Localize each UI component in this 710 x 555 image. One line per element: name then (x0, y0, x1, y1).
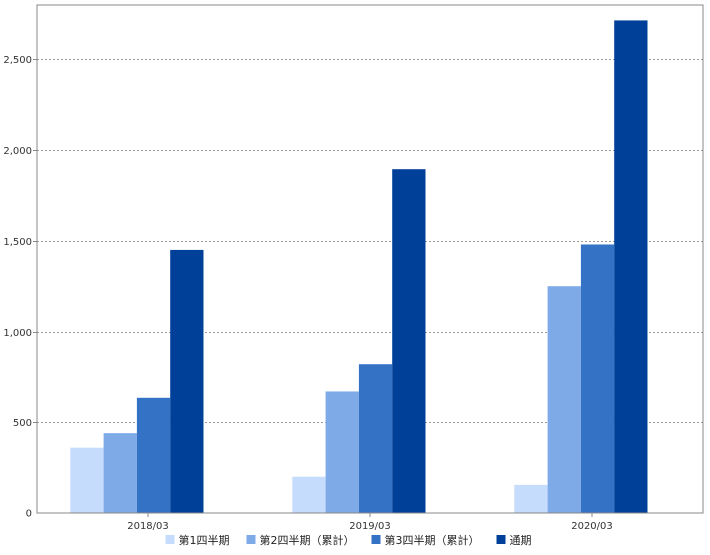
legend-label: 第1四半期 (179, 533, 230, 547)
bars (70, 20, 648, 514)
bar[interactable] (136, 397, 171, 513)
legend-item[interactable]: 第1四半期 (165, 533, 230, 547)
legend-item[interactable]: 第3四半期（累計） (371, 533, 480, 547)
x-tick-label: 2018/03 (127, 521, 169, 532)
legend-label: 通期 (510, 534, 532, 547)
x-tick-label: 2020/03 (571, 521, 613, 532)
bar[interactable] (292, 476, 326, 513)
axes: 500 1,000 1,500 2,000 2,500 0 2018/03 2019/03 20… (3, 4, 704, 532)
legend-label: 第3四半期（累計） (385, 533, 480, 547)
y-tick-label: 1,000 (3, 328, 32, 339)
bar[interactable] (358, 364, 393, 513)
y-tick-label: 500 (13, 418, 32, 429)
bar[interactable] (170, 249, 204, 513)
bar[interactable] (70, 447, 104, 513)
bar[interactable] (103, 433, 137, 513)
legend-item[interactable]: 第2四半期（累計） (246, 533, 355, 547)
legend-swatch (371, 535, 381, 544)
x-tick-label: 2019/03 (349, 521, 391, 532)
bar[interactable] (325, 391, 359, 513)
y-tick-label: 1,500 (3, 237, 32, 248)
bar[interactable] (514, 484, 548, 513)
legend-label: 第2四半期（累計） (260, 533, 355, 547)
legend-swatch (496, 535, 506, 544)
y-tick-label: 0 (26, 509, 32, 520)
y-tick-label: 2,000 (3, 146, 32, 157)
bar[interactable] (580, 244, 615, 513)
bar[interactable] (392, 169, 426, 513)
bar[interactable] (614, 20, 648, 514)
legend[interactable]: 第1四半期 第2四半期（累計） 第3四半期（累計） 通期 (165, 533, 532, 547)
y-tick-label: 2,500 (3, 55, 32, 66)
bar[interactable] (547, 286, 581, 513)
legend-swatch (246, 535, 256, 544)
legend-swatch (165, 535, 175, 544)
legend-item[interactable]: 通期 (496, 534, 532, 547)
